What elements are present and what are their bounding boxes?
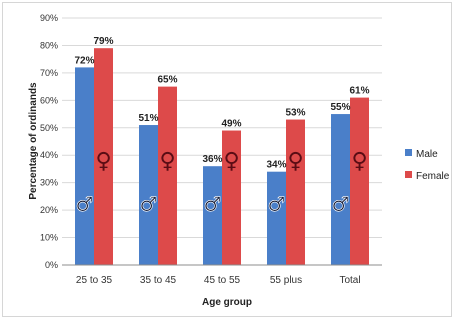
data-label: 79% [93,36,113,47]
bar-male [139,125,158,266]
data-label: 34% [266,160,286,171]
x-category-label: 55 plus [270,275,302,286]
male-symbol-icon: ♂ [332,192,350,216]
data-label: 55% [330,102,350,113]
data-label: 49% [221,119,241,130]
data-label: 72% [74,55,94,66]
bar-male [75,67,94,266]
bar-male [203,166,222,265]
bar-male [267,171,286,265]
y-tick-label: 10% [40,233,58,243]
male-symbol-icon: ♂ [76,192,94,216]
y-tick-label: 50% [40,123,58,133]
data-label: 36% [202,154,222,165]
y-tick-label: 60% [40,95,58,105]
x-category-label: Total [339,275,360,286]
bar-female [94,48,113,265]
x-category-label: 45 to 55 [204,275,241,286]
female-symbol-icon: ♀ [287,149,303,174]
y-tick-label: 30% [40,178,58,188]
male-symbol-icon: ♂ [268,192,286,216]
y-tick-label: 90% [40,13,58,23]
data-label: 51% [138,113,158,124]
x-category-label: 25 to 35 [76,275,113,286]
data-label: 61% [349,86,369,97]
female-symbol-icon: ♀ [351,149,367,174]
y-axis-title: Percentage of ordinands [28,82,39,200]
y-axis-ticks: 0% 10% 20% 30% 40% 50% 60% 70% 80% 90% [40,13,58,270]
x-category-label: 35 to 45 [140,275,177,286]
gender-symbols: ♂♀♂♀♂♀♂♀♂♀ [75,149,367,216]
bars [75,48,369,266]
y-tick-label: 40% [40,150,58,160]
female-symbol-icon: ♀ [223,149,239,174]
male-symbol-icon: ♂ [140,192,158,216]
bar-female [158,86,177,265]
female-symbol-icon: ♀ [159,149,175,174]
y-tick-label: 70% [40,68,58,78]
x-axis-title: Age group [202,297,252,308]
y-tick-label: 80% [40,40,58,50]
bar-female [222,130,241,265]
legend-swatch-male [405,149,412,156]
data-label: 65% [157,75,177,86]
data-label: 53% [285,108,305,119]
bar-female [350,97,369,265]
y-tick-label: 0% [45,260,58,270]
legend: Male Female [405,149,450,182]
legend-label-female: Female [416,171,450,182]
female-symbol-icon: ♀ [95,149,111,174]
bar-male [331,114,350,265]
x-axis-categories: 25 to 35 35 to 45 45 to 55 55 plus Total [76,275,361,286]
male-symbol-icon: ♂ [204,192,222,216]
data-labels: 72% 79% 51% 65% 36% 49% 34% 53% 55% 61% [74,36,369,171]
bar-female [286,119,305,266]
y-tick-label: 20% [40,205,58,215]
legend-swatch-female [405,171,412,178]
legend-label-male: Male [416,149,438,160]
